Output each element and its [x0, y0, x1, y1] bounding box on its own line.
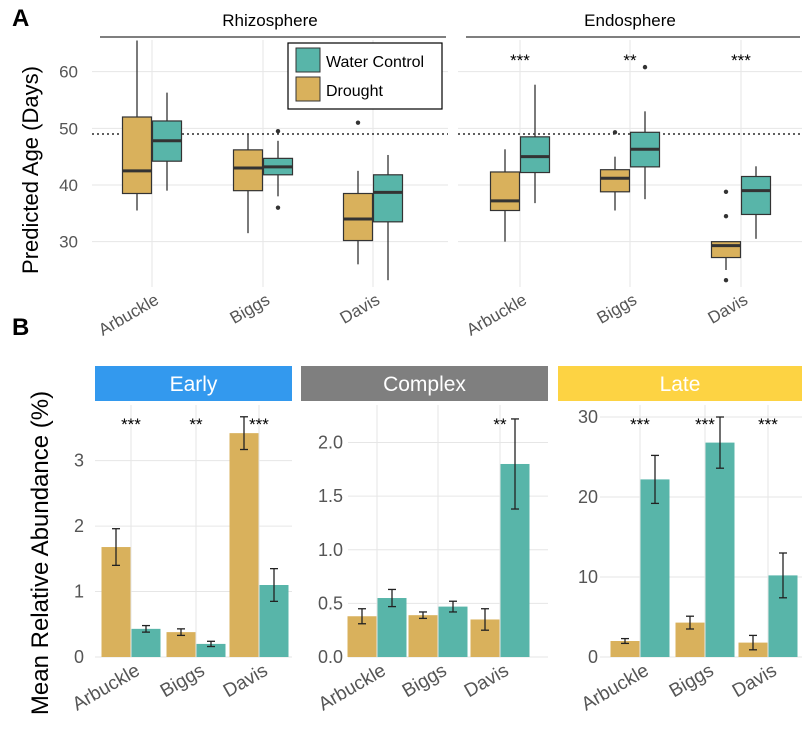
facet-strip	[95, 366, 292, 401]
x-tick-label: Biggs	[227, 290, 273, 328]
box	[740, 175, 772, 216]
y-tick-label: 1.0	[318, 540, 343, 560]
panel-a-label: A	[12, 5, 29, 32]
box-outlier	[723, 213, 729, 219]
y-tick-label: 0.5	[318, 593, 343, 613]
significance-label: **	[493, 415, 507, 434]
box-outlier	[642, 64, 648, 70]
box-outlier	[355, 120, 361, 125]
box-outlier	[275, 128, 281, 134]
bar	[131, 628, 161, 657]
facet-title: Early	[170, 373, 218, 396]
panel-b-label: B	[12, 314, 29, 341]
y-tick-label: 0	[74, 647, 84, 667]
y-tick-label: 40	[59, 176, 78, 195]
x-tick-label: Arbuckle	[578, 660, 653, 715]
box	[232, 149, 264, 192]
facet-title: Late	[660, 373, 701, 396]
significance-label: ***	[630, 415, 650, 434]
x-tick-label: Davis	[705, 290, 751, 328]
x-tick-label: Biggs	[666, 660, 718, 702]
bar	[705, 442, 735, 657]
x-tick-label: Arbuckle	[95, 290, 162, 340]
box	[342, 192, 374, 242]
bar	[610, 641, 640, 657]
facet-title: Complex	[383, 373, 466, 396]
x-tick-label: Biggs	[594, 290, 640, 328]
panel-a-y-axis-label: Predicted Age (Days)	[18, 66, 43, 274]
facet-title: Endosphere	[584, 11, 676, 30]
y-tick-label: 20	[578, 487, 598, 507]
x-tick-label: Davis	[337, 290, 383, 328]
significance-label: ***	[121, 415, 141, 434]
y-tick-label: 0.0	[318, 647, 343, 667]
facet-strip	[301, 366, 548, 401]
y-tick-label: 60	[59, 63, 78, 82]
legend-swatch-drought	[295, 76, 321, 102]
y-tick-label: 1	[74, 582, 84, 602]
significance-label: ***	[758, 415, 778, 434]
y-tick-label: 0	[588, 647, 598, 667]
panel-b-y-axis-label: Mean Relative Abundance (%)	[27, 391, 54, 715]
bar	[229, 433, 259, 657]
y-tick-label: 30	[59, 233, 78, 252]
box	[599, 169, 631, 193]
bar	[640, 479, 670, 657]
significance-label: **	[623, 51, 637, 70]
significance-label: ***	[249, 415, 269, 434]
x-tick-label: Arbuckle	[463, 290, 530, 340]
y-tick-label: 2.0	[318, 433, 343, 453]
x-tick-label: Arbuckle	[69, 660, 144, 715]
legend-label-water-control: Water Control	[326, 54, 424, 71]
box-outlier	[723, 189, 729, 194]
x-tick-label: Davis	[729, 660, 781, 702]
significance-label: ***	[510, 51, 530, 70]
box-outlier	[275, 205, 281, 210]
bar	[408, 615, 438, 657]
y-tick-label: 1.5	[318, 486, 343, 506]
box-outlier	[612, 130, 618, 135]
x-tick-label: Davis	[461, 660, 513, 702]
y-tick-label: 50	[59, 119, 78, 138]
bar	[438, 606, 468, 657]
x-tick-label: Davis	[220, 660, 272, 702]
bar	[377, 598, 407, 657]
box	[372, 174, 404, 223]
box	[710, 241, 742, 259]
legend-swatch-water-control	[295, 47, 321, 73]
box-outlier	[723, 278, 729, 283]
bar	[196, 643, 226, 657]
box	[519, 136, 551, 174]
y-tick-label: 3	[74, 451, 84, 471]
significance-label: **	[189, 415, 203, 434]
legend-label-drought: Drought	[326, 83, 383, 100]
facet-strip	[558, 366, 802, 401]
x-tick-label: Biggs	[157, 660, 209, 702]
box	[489, 171, 521, 212]
significance-label: ***	[695, 415, 715, 434]
facet-title: Rhizosphere	[222, 11, 317, 30]
box	[121, 116, 153, 195]
bar	[166, 632, 196, 657]
x-tick-label: Biggs	[399, 660, 451, 702]
x-tick-label: Arbuckle	[315, 660, 390, 715]
legend: Water Control Drought	[287, 42, 443, 110]
significance-label: ***	[731, 51, 751, 70]
y-tick-label: 10	[578, 567, 598, 587]
y-tick-label: 2	[74, 516, 84, 536]
y-tick-label: 30	[578, 407, 598, 427]
